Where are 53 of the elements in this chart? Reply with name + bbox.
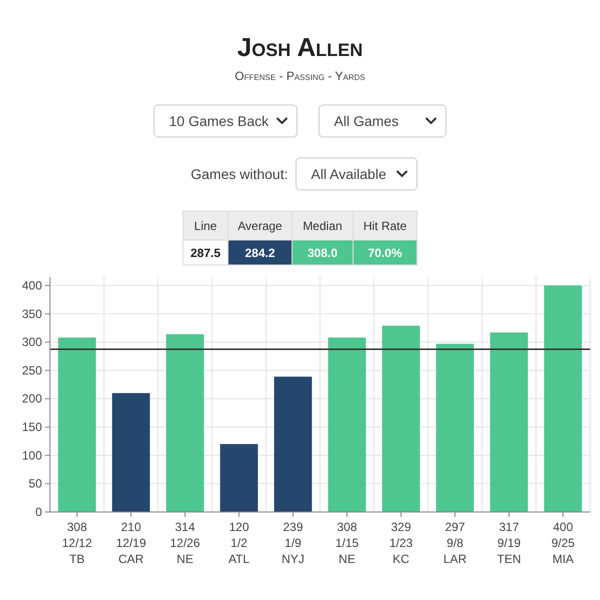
y-tick-label: 0 <box>35 505 42 519</box>
text: Average <box>238 219 283 233</box>
y-tick-label: 150 <box>22 420 42 434</box>
bar <box>436 344 474 512</box>
text: 287.5 <box>190 246 221 260</box>
text: 308.0 <box>307 246 338 260</box>
bar <box>112 393 150 512</box>
chart-subtitle: Offense - Passing - Yards <box>234 69 366 83</box>
x-tick-label: 12/26 NE <box>170 536 200 566</box>
text: Hit Rate <box>363 219 407 233</box>
x-tick-label: 1/9 NYJ <box>282 536 304 566</box>
x-tick-label: 12/12 TB <box>62 536 92 566</box>
y-tick-label: 100 <box>22 448 42 462</box>
x-tick-label: 9/19 TEN <box>497 536 521 566</box>
data-label: 329 <box>390 520 412 534</box>
y-tick-label: 200 <box>22 392 42 406</box>
data-label: 317 <box>498 520 520 534</box>
text: Line <box>194 219 218 233</box>
x-tick-label: 1/15 NE <box>335 536 359 566</box>
x-tick-label: 12/19 CAR <box>116 536 146 566</box>
x-tick-label: 1/23 KC <box>389 536 413 566</box>
text: Games without: <box>190 166 288 182</box>
y-tick-label: 400 <box>22 278 42 292</box>
bar <box>274 376 312 512</box>
bar <box>544 285 582 512</box>
data-label: 400 <box>552 520 574 534</box>
data-label: 210 <box>120 520 142 534</box>
data-label: 120 <box>228 520 250 534</box>
bar <box>166 334 204 512</box>
x-tick-label: 1/2 ATL <box>228 536 250 566</box>
y-tick-label: 300 <box>22 335 42 350</box>
text: All Games <box>334 113 399 129</box>
y-tick-label: 250 <box>22 363 42 378</box>
chart-title: Josh Allen <box>237 32 363 62</box>
bar <box>220 444 258 512</box>
data-label: 297 <box>444 520 466 534</box>
text: Median <box>302 219 342 233</box>
x-tick-label: 9/8 LAR <box>443 536 468 566</box>
data-label: 314 <box>174 520 196 534</box>
data-label: 308 <box>336 520 358 534</box>
bar <box>58 338 96 512</box>
bar <box>490 332 528 512</box>
text: 70.0% <box>368 246 402 260</box>
text: All Available <box>311 166 386 182</box>
y-tick-label: 350 <box>22 306 42 321</box>
x-tick-label: 9/25 MIA <box>551 536 575 566</box>
data-label: 308 <box>66 520 88 534</box>
bar <box>382 326 420 512</box>
data-label: 239 <box>282 520 304 534</box>
text: 284.2 <box>244 246 276 260</box>
text: 10 Games Back <box>169 113 270 129</box>
y-tick-label: 50 <box>28 476 42 491</box>
bar <box>328 338 366 512</box>
